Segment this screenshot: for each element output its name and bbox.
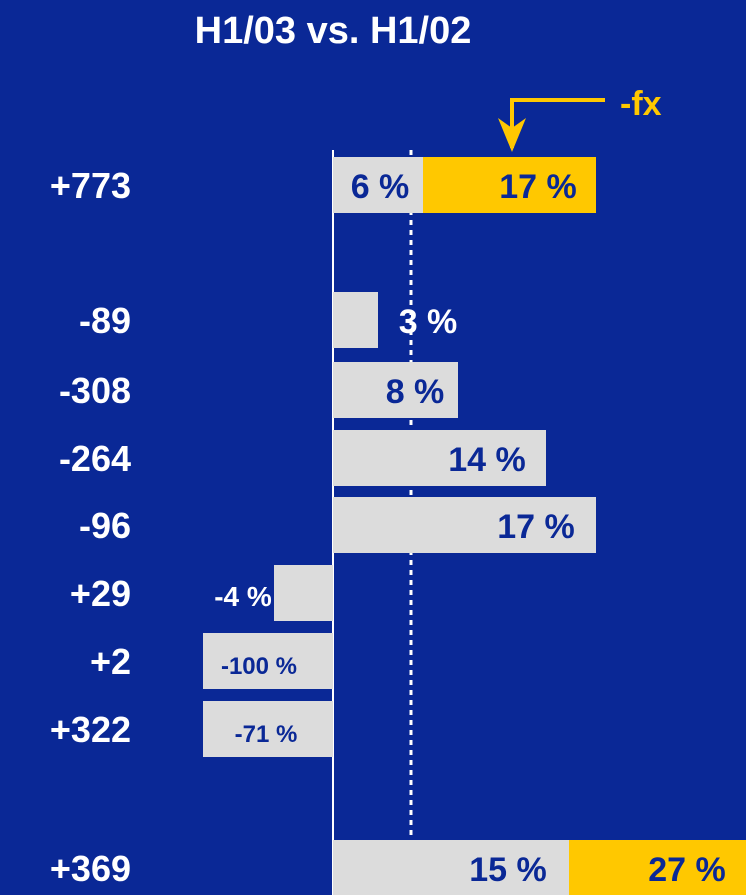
bar [333, 497, 596, 553]
fx-arrow-line [510, 98, 605, 148]
fx-value-label: 17 % [499, 168, 577, 206]
value-label: 8 % [386, 373, 445, 411]
value-label: -4 % [214, 581, 272, 612]
value-label: 6 % [351, 168, 410, 206]
fx-value-label: 27 % [648, 851, 726, 889]
fx-annotation-label: -fx [620, 85, 662, 123]
category-label: -264 [59, 438, 131, 479]
category-label: -308 [59, 370, 131, 411]
category-label: +29 [70, 573, 131, 614]
bar [333, 362, 458, 418]
fx-arrow-head [498, 118, 526, 152]
category-label: +2 [90, 641, 131, 682]
value-label: 14 % [448, 441, 526, 479]
value-label: -100 % [221, 653, 297, 680]
bar [333, 430, 546, 486]
bar [203, 701, 333, 757]
bar [333, 840, 569, 895]
bar [333, 157, 423, 213]
category-label: +322 [50, 709, 131, 750]
bar [274, 565, 333, 621]
fx-bar [569, 840, 746, 895]
value-label: 17 % [497, 508, 575, 546]
category-label: -89 [79, 300, 131, 341]
bar [203, 633, 333, 689]
chart-title: H1/03 vs. H1/02 [194, 10, 472, 52]
category-label: +369 [50, 848, 131, 889]
bar [333, 292, 378, 348]
category-label: +773 [50, 165, 131, 206]
category-label: -96 [79, 505, 131, 546]
value-label: -71 % [235, 721, 298, 748]
value-label: 15 % [469, 851, 547, 889]
fx-bar [423, 157, 596, 213]
value-label: 3 % [399, 303, 458, 341]
